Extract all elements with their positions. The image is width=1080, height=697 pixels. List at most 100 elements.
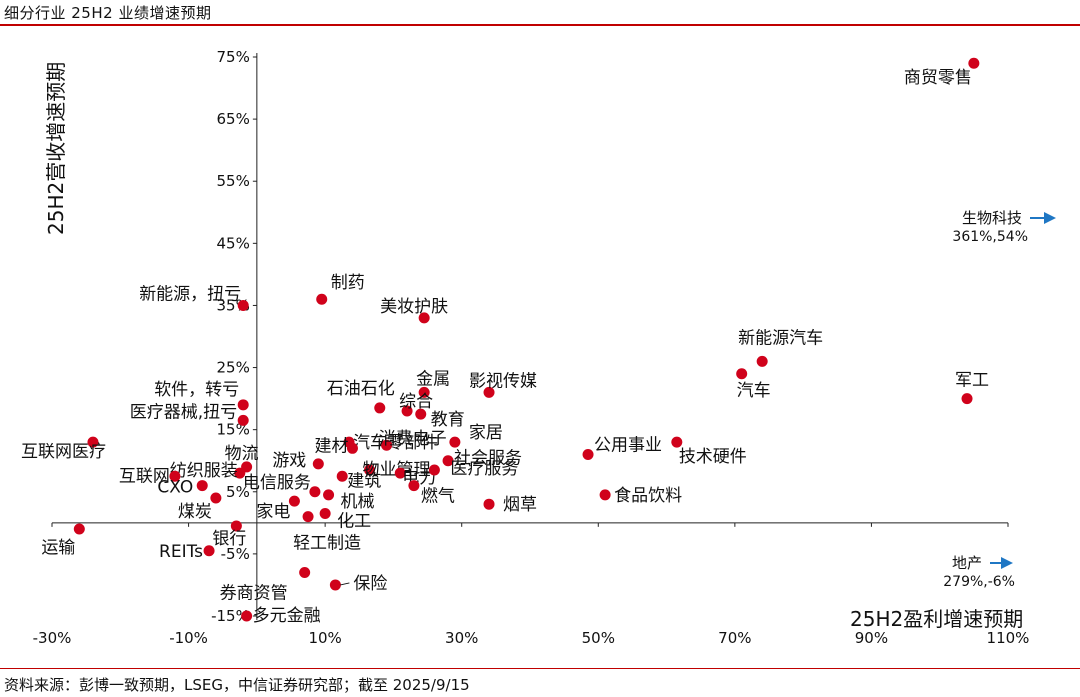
data-point (230, 520, 242, 532)
point-label: 汽车零部件 (353, 433, 438, 453)
point-label: 社会服务 (454, 449, 522, 469)
leader-line (340, 582, 350, 586)
chart-title: 细分行业 25H2 业绩增速预期 (4, 4, 212, 22)
point-label: CXO (157, 478, 193, 498)
data-point (442, 455, 454, 467)
point-label: 游戏 (272, 451, 306, 471)
point-label: 综合 (399, 392, 433, 412)
data-point (241, 610, 253, 622)
point-label: 运输 (41, 538, 75, 558)
data-point (169, 470, 181, 482)
y-axis-label: 25H2营收增速预期 (44, 61, 68, 235)
y-tick-label: -5% (221, 545, 250, 563)
point-label: 轻工制造 (293, 534, 361, 554)
data-point (671, 436, 683, 448)
data-point (736, 368, 748, 380)
data-point (483, 498, 495, 510)
y-tick-label: 65% (217, 110, 250, 128)
data-point (418, 386, 430, 398)
point-label: 券商资管 (220, 584, 288, 604)
data-point (408, 480, 420, 492)
point-label: 纺织服装 (170, 461, 238, 481)
title-divider (0, 24, 1080, 26)
data-point (312, 458, 324, 470)
point-label: 保险 (353, 574, 387, 594)
offchart-value: 361%,54% (952, 229, 1028, 245)
data-point (237, 399, 249, 411)
data-point (582, 449, 594, 461)
point-label: 家电 (256, 502, 290, 522)
data-point (73, 523, 85, 535)
point-label: 公用事业 (594, 436, 662, 456)
data-point (210, 492, 222, 504)
point-label: REITs (159, 542, 203, 562)
arrow-head (1001, 557, 1013, 569)
y-tick-label: 45% (217, 234, 250, 252)
x-tick-label: 10% (308, 629, 341, 647)
data-point (394, 467, 406, 479)
y-tick-label: 55% (217, 172, 250, 190)
arrow-head (1044, 212, 1056, 224)
point-label: 影视传媒 (469, 371, 537, 391)
point-label: 新能源汽车 (738, 328, 823, 348)
x-tick-label: 50% (582, 629, 615, 647)
data-point (599, 489, 611, 501)
point-label: 银行 (212, 529, 246, 549)
data-point (374, 402, 386, 414)
data-point (483, 386, 495, 398)
x-axis-label: 25H2盈利增速预期 (850, 607, 1024, 631)
point-label: 机械 (341, 492, 375, 512)
data-point (381, 439, 393, 451)
y-tick-label: 75% (217, 48, 250, 66)
point-label: 燃气 (421, 487, 455, 507)
point-label: 互联网 (119, 466, 170, 486)
point-label: 建筑 (347, 471, 381, 491)
x-tick-label: 70% (718, 629, 751, 647)
x-tick-label: 110% (987, 629, 1030, 647)
data-point (319, 508, 331, 520)
data-point (415, 408, 427, 420)
point-label: 新能源，扭亏 (139, 284, 241, 304)
point-label: 化工 (337, 512, 371, 532)
data-point (336, 470, 348, 482)
point-label: 软件，转亏 (154, 380, 239, 400)
data-point (196, 480, 208, 492)
source-note: 资料来源：彭博一致预期，LSEG，中信证券研究部；截至 2025/9/15 (4, 676, 470, 694)
point-label: 医疗服务 (450, 459, 518, 479)
data-point (323, 489, 335, 501)
point-label: 医疗器械,扭亏 (130, 402, 237, 422)
y-tick-label: 25% (217, 359, 250, 377)
point-label: 家居 (469, 423, 503, 443)
point-label: 美妆护肤 (380, 297, 448, 317)
data-point (418, 312, 430, 324)
point-label: 建材 (314, 436, 348, 456)
data-point (87, 436, 99, 448)
data-point (961, 393, 973, 405)
x-tick-label: -10% (169, 629, 208, 647)
data-point (449, 436, 461, 448)
data-point (203, 545, 215, 557)
y-tick-label: 5% (226, 483, 250, 501)
point-label: 多元金融 (253, 606, 321, 626)
data-point (316, 293, 328, 305)
data-point (237, 299, 249, 311)
data-point (401, 405, 413, 417)
data-point (428, 464, 440, 476)
data-point (756, 355, 768, 367)
offchart-label: 地产 (952, 554, 982, 572)
point-label: 电信服务 (243, 473, 311, 493)
data-point (288, 495, 300, 507)
data-point (234, 467, 246, 479)
x-tick-label: 90% (855, 629, 888, 647)
data-point (968, 57, 980, 69)
point-label: 烟草 (503, 495, 537, 515)
x-tick-label: -30% (33, 629, 72, 647)
point-label: 金属 (416, 369, 450, 389)
point-label: 军工 (955, 371, 989, 391)
point-label: 汽车 (737, 381, 771, 401)
point-label: 消费电子 (379, 429, 447, 449)
point-label: 物流 (225, 444, 259, 464)
y-tick-label: -15% (211, 607, 250, 625)
source-divider (0, 668, 1080, 669)
